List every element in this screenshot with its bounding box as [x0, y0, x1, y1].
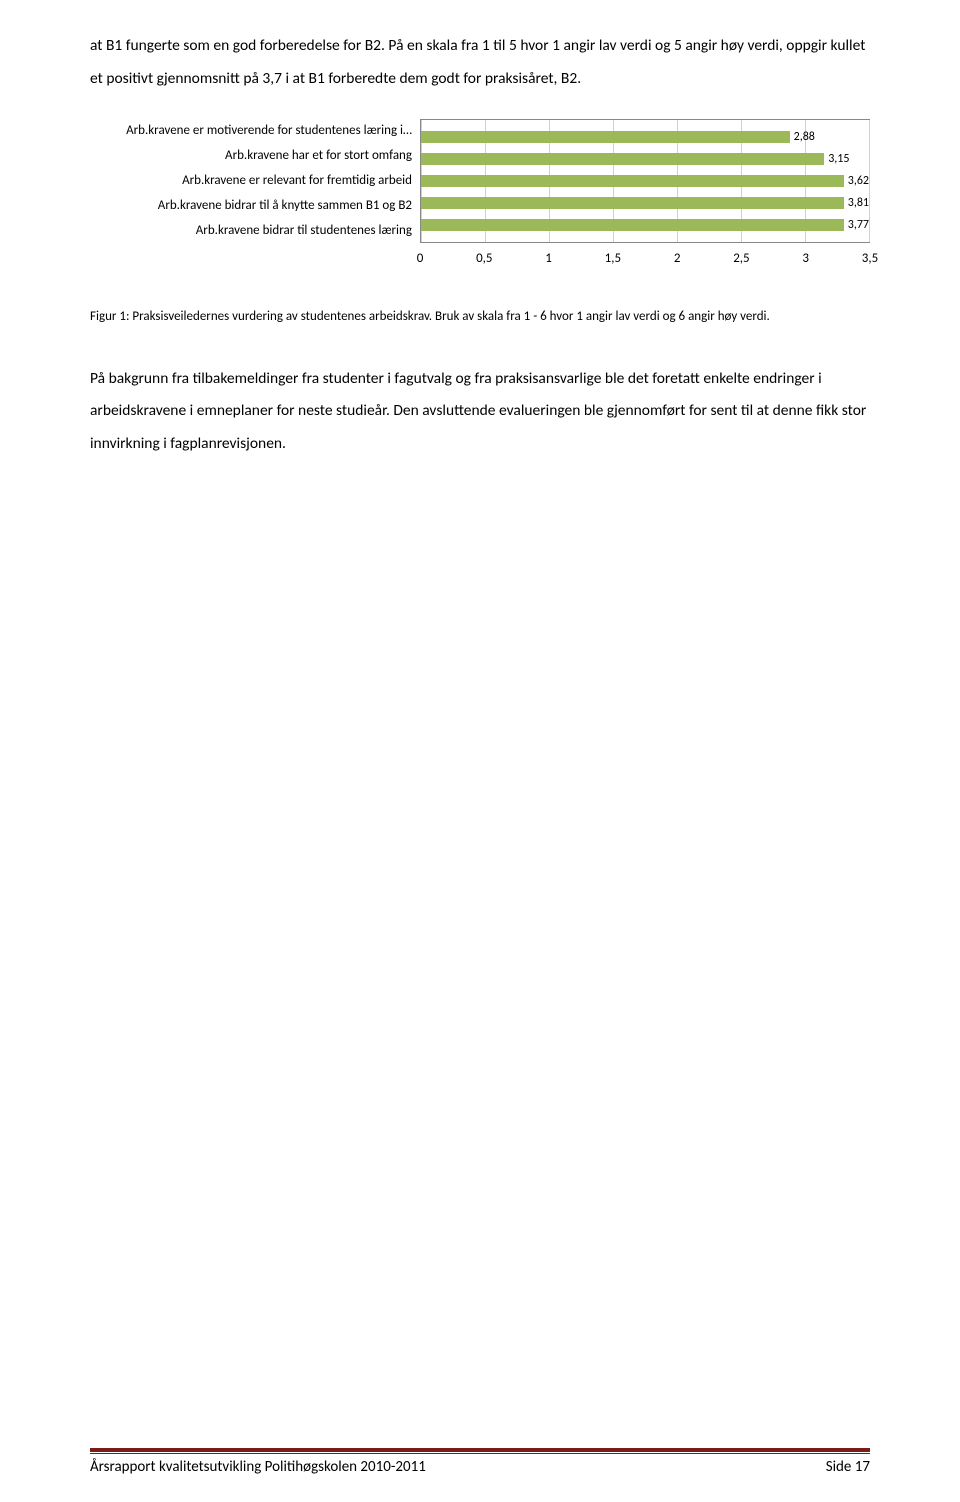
chart-x-tick: 0	[417, 251, 424, 266]
chart-bar-row: 3,15	[421, 148, 869, 170]
chart-bar-row: 3,81	[421, 192, 869, 214]
chart-bar	[421, 175, 844, 187]
chart-bar	[421, 197, 844, 209]
footer-rule-thin	[90, 1453, 870, 1454]
chart-bar-value: 3,81	[848, 196, 869, 210]
bar-chart: Arb.kravene er motiverende for studenten…	[90, 119, 870, 243]
chart-bar-value: 3,15	[828, 152, 849, 166]
footer-right-text: Side 17	[826, 1458, 870, 1476]
chart-x-tick: 0,5	[476, 251, 492, 266]
chart-bar-label: Arb.kravene bidrar til å knytte sammen B…	[90, 195, 412, 217]
footer-row: Årsrapport kvalitetsutvikling Politihøgs…	[90, 1458, 870, 1476]
chart-bar-row: 3,77	[421, 214, 869, 236]
chart-bar	[421, 153, 824, 165]
chart-gridline	[869, 120, 870, 242]
paragraph-1: at B1 fungerte som en god forberedelse f…	[90, 30, 870, 95]
page-footer: Årsrapport kvalitetsutvikling Politihøgs…	[90, 1448, 870, 1476]
chart-bar-label: Arb.kravene er motiverende for studenten…	[90, 120, 412, 142]
paragraph-2: På bakgrunn fra tilbakemeldinger fra stu…	[90, 363, 870, 461]
chart-bar-label: Arb.kravene bidrar til studentenes lærin…	[90, 220, 412, 242]
footer-rule-thick	[90, 1448, 870, 1452]
chart-bar-label: Arb.kravene har et for stort omfang	[90, 145, 412, 167]
chart-x-tick: 3	[802, 251, 809, 266]
page: at B1 fungerte som en god forberedelse f…	[0, 0, 960, 1502]
chart-x-tick: 1,5	[605, 251, 621, 266]
footer-left-text: Årsrapport kvalitetsutvikling Politihøgs…	[90, 1458, 426, 1476]
chart-bar-value: 2,88	[794, 130, 815, 144]
figure-caption: Figur 1: Praksisveiledernes vurdering av…	[90, 307, 870, 327]
chart-bar-value: 3,77	[848, 218, 869, 232]
chart-x-tick: 2	[674, 251, 681, 266]
chart-bar-label: Arb.kravene er relevant for fremtidig ar…	[90, 170, 412, 192]
chart-bars-column: 2,88 3,15 3,62 3,81 3,77	[420, 119, 870, 243]
chart-bar	[421, 131, 790, 143]
chart-bar-row: 2,88	[421, 126, 869, 148]
chart-bar-row: 3,62	[421, 170, 869, 192]
chart-x-tick: 1	[545, 251, 552, 266]
chart-bar-value: 3,62	[848, 174, 869, 188]
chart-bar	[421, 219, 844, 231]
chart-x-tick: 3,5	[862, 251, 878, 266]
chart-x-tick: 2,5	[733, 251, 749, 266]
chart-labels-column: Arb.kravene er motiverende for studenten…	[90, 119, 420, 243]
chart-x-axis: 00,511,522,533,5	[420, 251, 870, 271]
